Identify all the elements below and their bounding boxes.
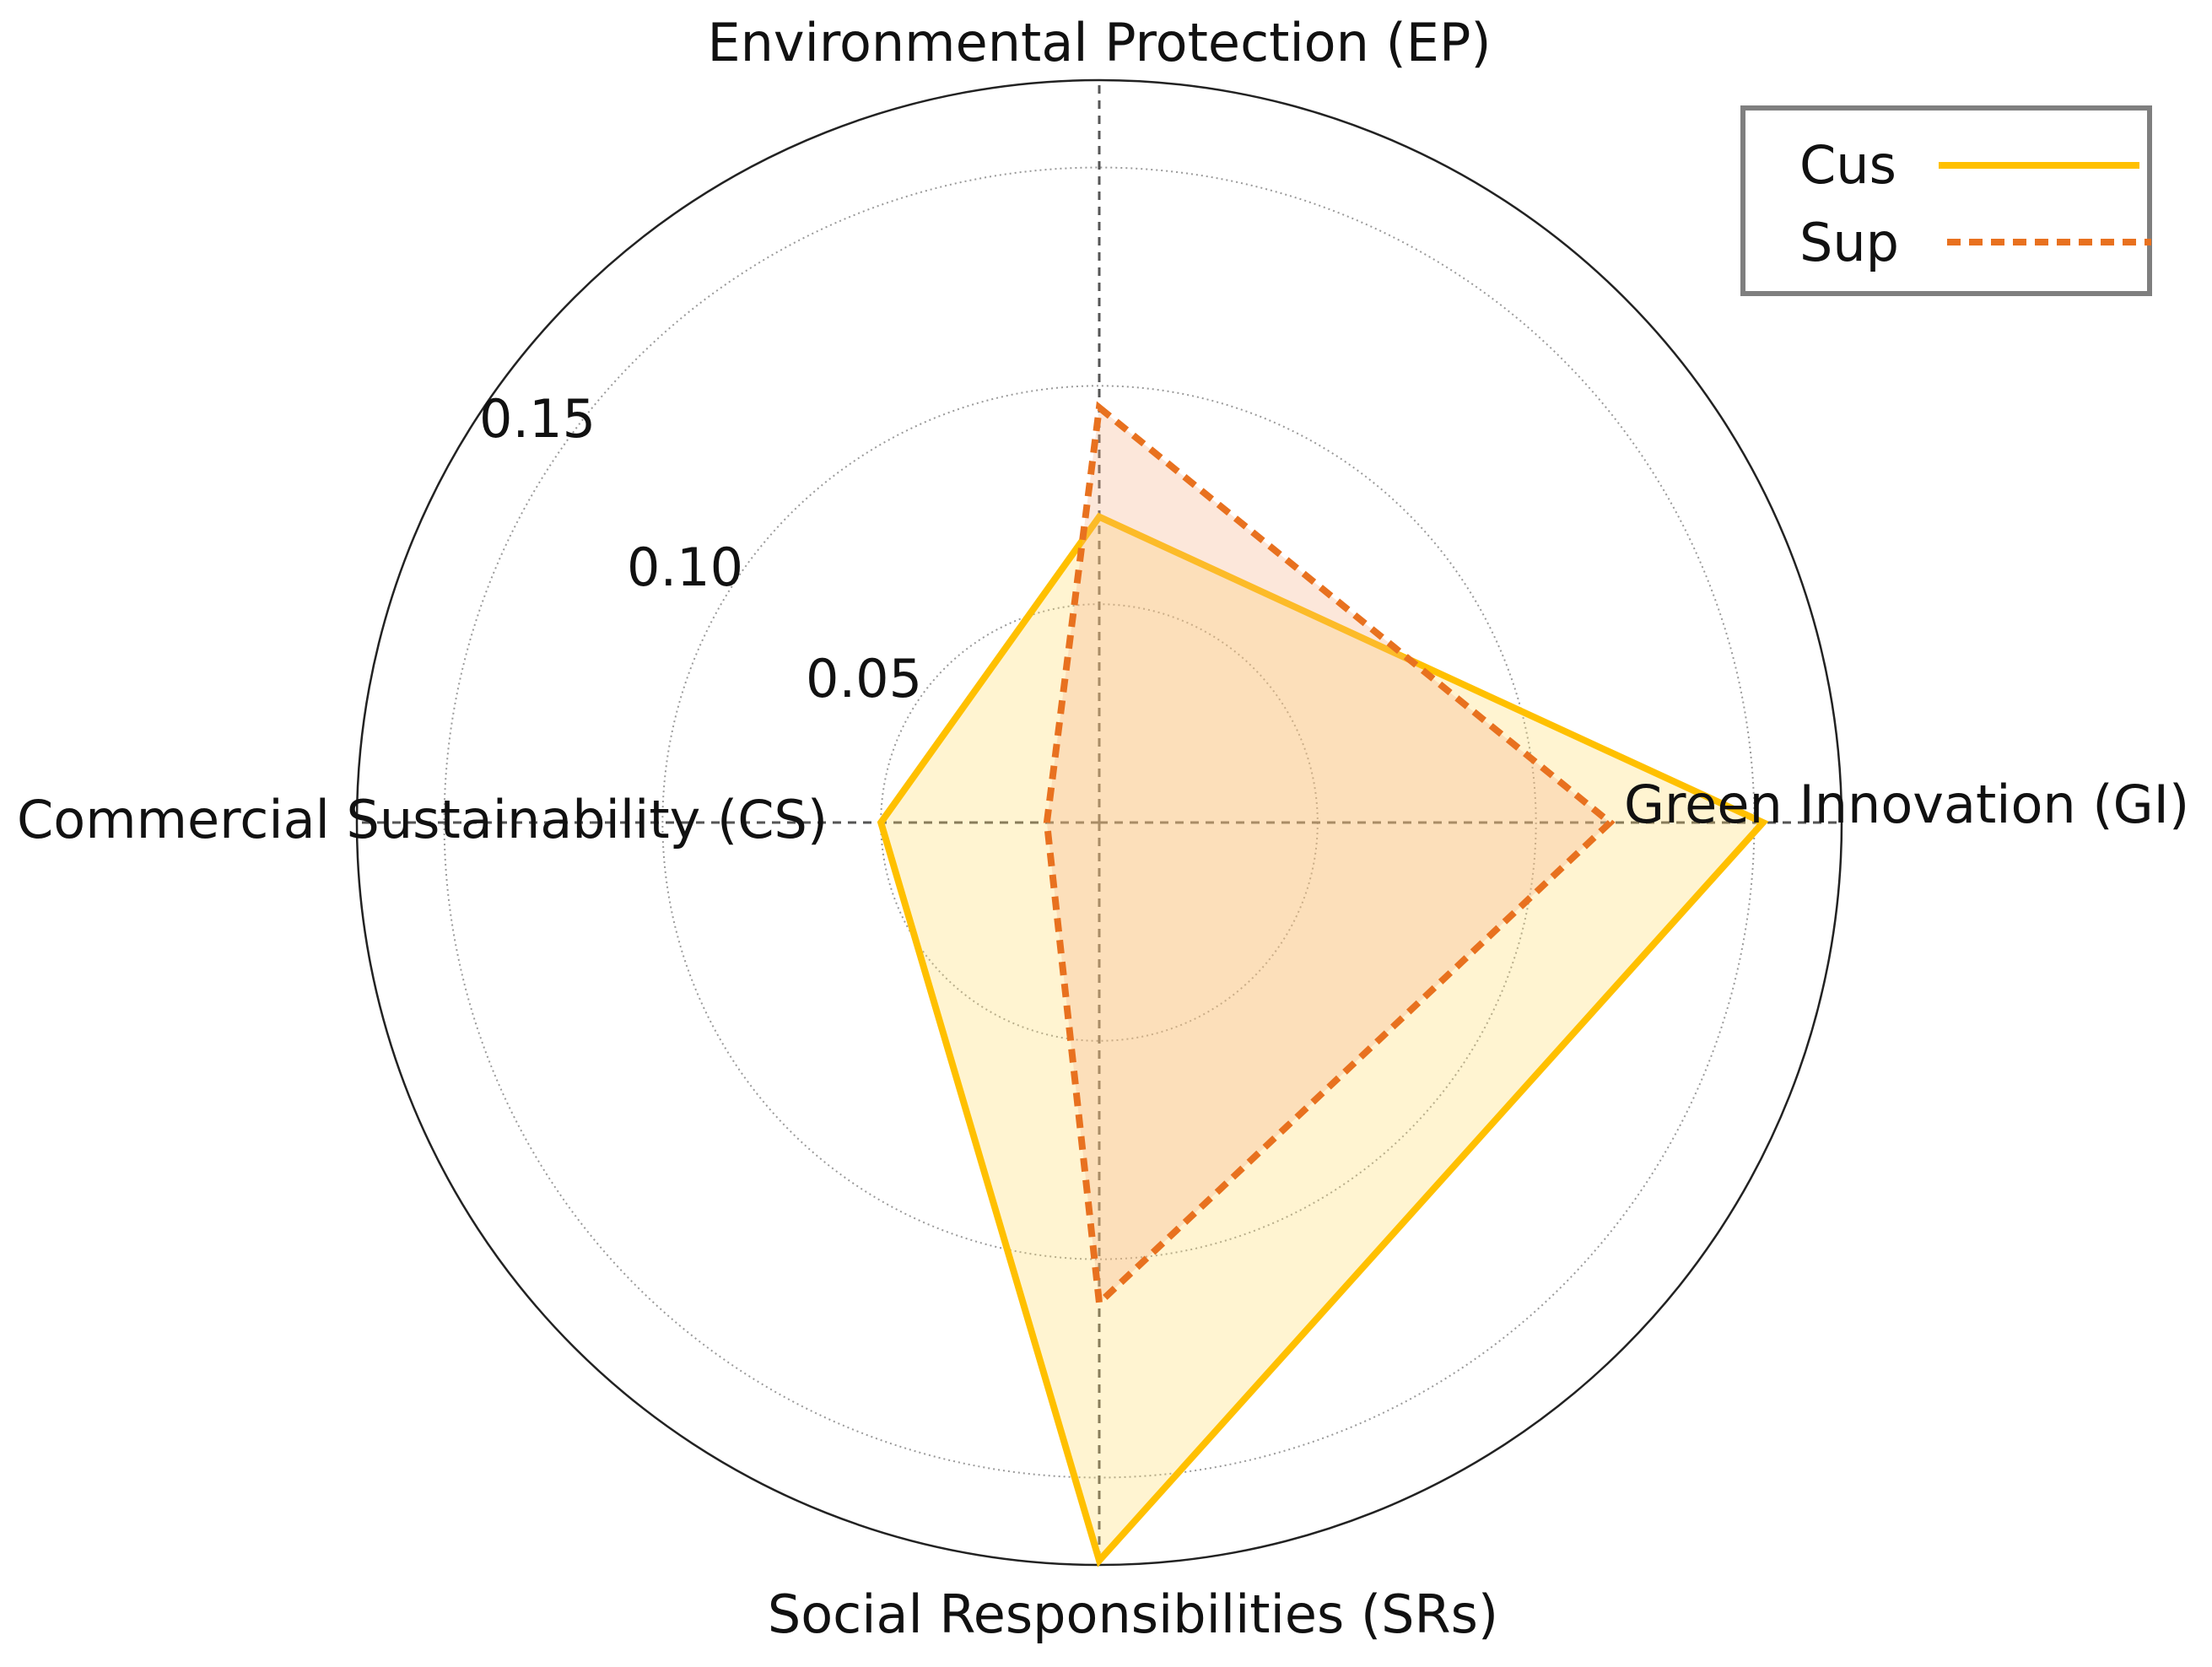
label-layer: Environmental Protection (EP) Green Inno… (17, 12, 2189, 1645)
legend-label-sup: Sup (1799, 212, 1899, 273)
legend-box (1740, 105, 2152, 296)
legend: Cus Sup (1740, 105, 2152, 296)
axis-label-srs: Social Responsibilities (SRs) (768, 1583, 1498, 1645)
series-line-cus (877, 512, 1769, 1567)
series-line-sup (1043, 401, 1616, 1310)
axis-label-ep: Environmental Protection (EP) (707, 12, 1491, 73)
series-area-sup (1046, 407, 1610, 1303)
radial-tick-label: 0.15 (479, 388, 596, 450)
radial-tick-label: 0.05 (806, 648, 922, 709)
axis-label-gi: Green Innovation (GI) (1624, 774, 2189, 835)
axis-label-cs: Commercial Sustainability (CS) (17, 789, 828, 850)
radial-gridline (661, 385, 1537, 1260)
series-layer (877, 401, 1769, 1567)
radial-tick-label: 0.10 (627, 537, 743, 598)
legend-label-cus: Cus (1799, 134, 1896, 196)
